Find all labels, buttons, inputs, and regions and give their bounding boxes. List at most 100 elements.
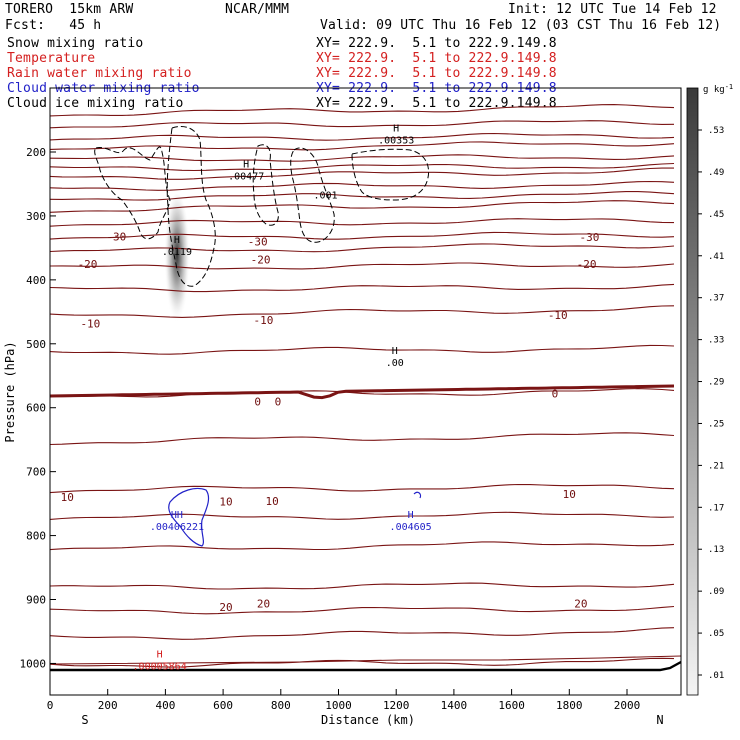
colorbar-tick-label: .37 (708, 294, 724, 304)
x-axis-title: Distance (km) (321, 713, 415, 727)
freezing-level-line (49, 384, 675, 400)
maximum-marker-h: H (174, 235, 180, 246)
isotherm-label: -20 (577, 258, 597, 271)
field-name-snow: Snow mixing ratio (7, 36, 144, 51)
colorbar-tick-label: .25 (708, 419, 724, 429)
colorbar-tick-label: .45 (708, 210, 724, 220)
isotherm-line (49, 262, 675, 270)
isotherm-label: -30 (106, 230, 126, 243)
isotherm-label: 20 (219, 601, 232, 614)
maxima-markers: H.00353H.00477.001H.0119H.00HH.00406221H… (133, 123, 432, 672)
y-axis: 200 300 400 500 600 700 800 900 1000 (20, 146, 56, 670)
isotherm-line (49, 344, 675, 355)
y-tick-label: 800 (26, 530, 46, 543)
y-tick-label: 1000 (20, 657, 47, 670)
isotherm-line (49, 243, 675, 253)
isotherm-label: 0 (275, 395, 282, 408)
y-tick-label: 500 (26, 338, 46, 351)
isotherm-line (49, 627, 675, 640)
x-tick-label: 600 (213, 699, 233, 712)
isotherm-label: -20 (78, 258, 98, 271)
isotherm-line (49, 180, 675, 191)
isotherm-label: 10 (563, 488, 576, 501)
isotherm-line (49, 605, 675, 615)
maximum-marker-value: .004605 (390, 522, 432, 533)
x-tick-label: 200 (98, 699, 118, 712)
maximum-marker-h: H (243, 160, 249, 171)
isotherm-line (49, 388, 675, 398)
isotherm-label: 0 (254, 395, 261, 408)
y-tick-label: 400 (26, 274, 46, 287)
maximum-marker-h: H (393, 123, 399, 134)
temperature-labels: -30 -30 -30 -20 -20 -20 -10 -10 -10 0 0 0 10 10 10 10 20… (61, 230, 600, 614)
terrain-line (50, 660, 682, 672)
isotherm-line (49, 162, 675, 172)
organization-label: NCAR/MMM (225, 2, 290, 17)
maximum-marker-value: .00406221 (150, 522, 204, 533)
isotherm-line (49, 120, 675, 129)
isotherm-label: -20 (251, 253, 271, 266)
x-tick-label: 800 (271, 699, 291, 712)
cloud-ice-contour-e (351, 148, 430, 201)
cloud-ice-contour-b (166, 126, 216, 287)
isotherm-line (49, 511, 675, 520)
colorbar (686, 87, 699, 696)
colorbar-tick-label: .29 (708, 378, 724, 388)
y-axis-title: Pressure (hPa) (3, 341, 17, 442)
colorbar-ticks: .53 .49 .45 .41 .37 .33 .29 .25 .21 .17 .13 .09 .05.… (698, 126, 724, 681)
cloud-water-contour-a (168, 487, 210, 547)
isotherm-line (49, 432, 675, 446)
x-axis-north-label: N (656, 713, 663, 727)
plot-frame (49, 87, 682, 696)
isotherm-label: 20 (257, 597, 270, 610)
isotherm-label: 10 (266, 495, 279, 508)
isotherm-label: -30 (248, 236, 268, 249)
colorbar-tick-label: .53 (708, 126, 724, 136)
field-xy-rain: XY= 222.9. 5.1 to 222.9.149.8 (316, 66, 557, 81)
maximum-marker-value: .00353 (378, 135, 414, 146)
colorbar-tick-label: .05 (708, 629, 724, 639)
maximum-marker-value: .0119 (162, 247, 192, 258)
x-tick-label: 1200 (383, 699, 410, 712)
isotherm-line (49, 191, 675, 201)
isotherm-line (49, 483, 675, 494)
init-time: Init: 12 UTC Tue 14 Feb 12 (508, 2, 717, 17)
field-name-rain: Rain water mixing ratio (7, 66, 192, 81)
x-tick-label: 1000 (325, 699, 352, 712)
isotherm-label: 20 (574, 597, 587, 610)
colorbar-tick-label: .49 (708, 168, 724, 178)
y-tick-label: 200 (26, 146, 46, 159)
x-tick-label: 1600 (498, 699, 525, 712)
isotherm-label: 10 (219, 496, 232, 509)
maximum-marker-h: H (157, 649, 163, 660)
model-title: TORERO 15km ARW (5, 2, 134, 17)
cloud-water-contour-b (413, 491, 422, 499)
snow-shading (164, 194, 190, 330)
colorbar-tick-label: .09 (708, 587, 724, 597)
maximum-marker-h: HH (171, 510, 183, 521)
isotherm-line (49, 132, 675, 141)
cloud-ice-contour-d (290, 147, 335, 243)
field-xy-temperature: XY= 222.9. 5.1 to 222.9.149.8 (316, 51, 557, 66)
isotherm-line (49, 154, 675, 162)
x-tick-label: 0 (47, 699, 54, 712)
isotherm-line (49, 200, 675, 213)
isotherm-line (49, 231, 675, 240)
isotherm-label: -30 (580, 231, 600, 244)
cloud-ice-contour-a (94, 146, 171, 240)
isotherm-line (49, 655, 682, 665)
y-tick-label: 300 (26, 210, 46, 223)
colorbar-tick-label: .01 (708, 671, 724, 681)
isotherm-label: 0 (552, 388, 559, 401)
isotherm-line (49, 541, 675, 551)
colorbar-tick-label: .13 (708, 545, 724, 555)
isotherm-line (49, 582, 675, 590)
maximum-marker-value: .001 (313, 190, 337, 201)
colorbar-tick-label: .21 (708, 461, 724, 471)
x-tick-label: 2000 (614, 699, 641, 712)
maximum-marker-value: .00477 (228, 172, 264, 183)
cloud-ice-contours (94, 126, 430, 287)
isotherm-line (49, 218, 675, 227)
y-tick-label: 900 (26, 594, 46, 607)
isotherm-label: 10 (61, 491, 74, 504)
